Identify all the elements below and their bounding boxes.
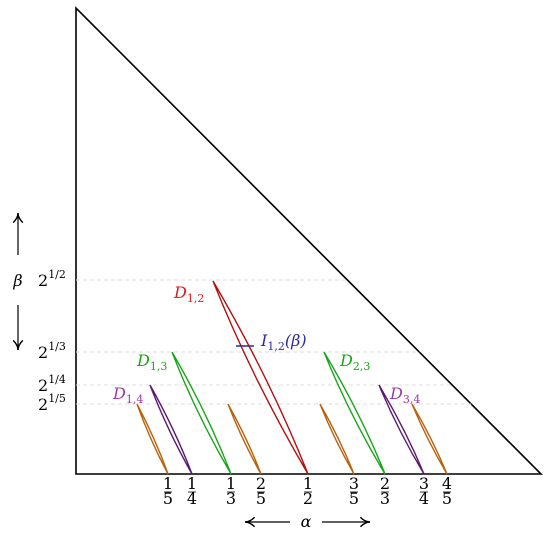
base: 2	[38, 395, 48, 414]
y-tick-label: 21/5	[38, 392, 66, 414]
exponent: 1/4	[48, 373, 66, 386]
region-lens	[136, 403, 169, 475]
region-lens	[171, 351, 232, 475]
tick-denominator: 5	[256, 489, 266, 508]
base: D	[173, 283, 187, 302]
tick-denominator: 5	[163, 489, 173, 508]
tick-numerator: 1	[226, 474, 236, 493]
tick-denominator: 3	[226, 489, 236, 508]
tick-denominator: 3	[380, 489, 390, 508]
base: D	[339, 351, 353, 370]
tick-denominator: 2	[303, 489, 313, 508]
tick-numerator: 2	[256, 474, 266, 493]
tick-numerator: 1	[303, 474, 313, 493]
exponent: 1/2	[48, 268, 66, 281]
subscript: 1,2	[187, 292, 205, 305]
interval-label: I1,2(β)	[260, 331, 307, 353]
tick-numerator: 4	[442, 474, 452, 493]
base: 2	[38, 271, 48, 290]
base: D	[136, 351, 150, 370]
tick-denominator: 4	[187, 489, 197, 508]
subscript: 3,4	[403, 393, 421, 406]
base: I	[260, 331, 268, 350]
subscript: 1,3	[150, 360, 168, 373]
base: 2	[38, 343, 48, 362]
base: D	[112, 384, 126, 403]
region-label: D1,4	[112, 384, 143, 406]
y-tick-label: 21/3	[38, 340, 66, 362]
argument: (β)	[285, 331, 307, 350]
region-lens	[319, 403, 355, 475]
x-axis-label: α	[301, 512, 312, 531]
triangle	[75, 6, 543, 475]
y-tick-label: 21/4	[38, 373, 66, 395]
exponent: 1/5	[48, 392, 66, 405]
region-label: D1,2	[173, 283, 204, 305]
tick-denominator: 4	[419, 489, 429, 508]
region-label: D3,4	[389, 384, 420, 406]
subscript: 2,3	[353, 360, 371, 373]
subscript: 1,4	[126, 393, 144, 406]
region-label: D1,3	[136, 351, 167, 373]
tick-denominator: 5	[442, 489, 452, 508]
y-axis-label: β	[12, 271, 22, 290]
tick-denominator: 5	[349, 489, 359, 508]
tick-numerator: 1	[187, 474, 197, 493]
region-lens	[227, 403, 262, 475]
base: D	[389, 384, 403, 403]
region-lens	[212, 280, 309, 475]
exponent: 1/3	[48, 340, 66, 353]
region-lens	[323, 351, 386, 475]
tick-numerator: 3	[419, 474, 429, 493]
region-lens	[378, 384, 425, 475]
region-lens	[149, 384, 193, 475]
y-tick-label: 21/2	[38, 268, 66, 290]
tick-numerator: 2	[380, 474, 390, 493]
tick-numerator: 1	[163, 474, 173, 493]
tick-numerator: 3	[349, 474, 359, 493]
region-label: D2,3	[339, 351, 370, 373]
region-lens	[411, 403, 448, 475]
subscript: 1,2	[267, 340, 285, 353]
base: 2	[38, 376, 48, 395]
